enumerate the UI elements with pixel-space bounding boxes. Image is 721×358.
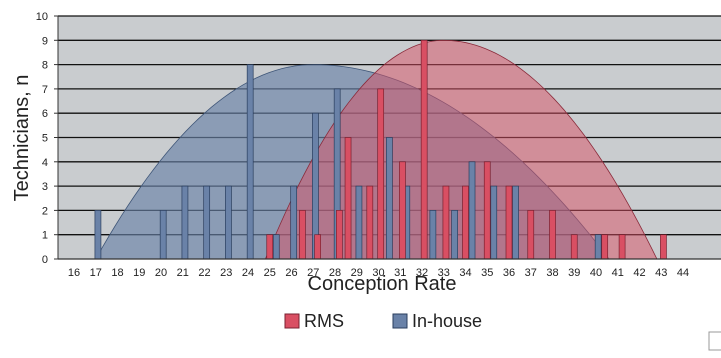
- x-tick-label: 19: [133, 267, 145, 279]
- distribution-curves: [95, 39, 658, 260]
- x-tick-label: 44: [677, 267, 689, 279]
- bar-rms: [344, 137, 352, 260]
- bar-rms: [549, 210, 556, 260]
- bar-rms: [420, 39, 428, 260]
- bar-rms: [442, 185, 450, 260]
- bar-rms: [660, 234, 667, 260]
- x-tick-label: 31: [394, 267, 406, 279]
- bar-rms: [570, 234, 578, 260]
- y-tick-label: 1: [42, 230, 48, 242]
- y-tick-label: 8: [42, 60, 48, 72]
- x-tick-label: 41: [612, 267, 624, 279]
- y-tick-label: 9: [42, 35, 48, 47]
- bar-in-house: [468, 161, 476, 260]
- legend-swatch-rms: [284, 313, 300, 329]
- bar-rms: [399, 161, 406, 260]
- bar-rms: [366, 185, 374, 260]
- y-tick-label: 4: [42, 157, 48, 169]
- bar-in-house: [355, 185, 363, 260]
- bar-in-house: [246, 64, 254, 260]
- legend-label-rms: RMS: [304, 311, 344, 331]
- y-tick-label: 0: [42, 254, 48, 266]
- bar-in-house: [203, 185, 211, 260]
- bar-rms: [527, 210, 535, 260]
- x-tick-label: 24: [242, 267, 254, 279]
- bar-in-house: [594, 234, 602, 260]
- legend: RMS In-house: [284, 311, 482, 331]
- y-tick-label: 3: [42, 181, 48, 193]
- bar-rms: [618, 234, 626, 260]
- x-tick-label: 20: [155, 267, 167, 279]
- bar-in-house: [290, 185, 298, 260]
- bar-rms: [336, 210, 343, 260]
- x-tick-label: 33: [438, 267, 450, 279]
- x-tick-label: 17: [90, 267, 102, 279]
- bar-in-house: [512, 185, 519, 260]
- x-tick-label: 40: [590, 267, 602, 279]
- x-tick-label: 36: [503, 267, 515, 279]
- bar-rms: [601, 234, 609, 260]
- legend-label-in-house: In-house: [412, 311, 482, 331]
- x-tick-label: 25: [264, 267, 276, 279]
- y-tick-labels: 0 1 2 3 4 5 6 7 8 9 10: [36, 11, 58, 266]
- x-tick-label: 22: [198, 267, 210, 279]
- x-tick-label: 23: [220, 267, 232, 279]
- bar-in-house: [451, 210, 458, 260]
- x-tick-label: 29: [351, 267, 363, 279]
- y-tick-label: 2: [42, 205, 48, 217]
- bar-in-house: [386, 137, 393, 260]
- bar-rms: [299, 210, 306, 260]
- y-tick-label: 5: [42, 133, 48, 145]
- x-tick-label: 42: [633, 267, 645, 279]
- x-tick-label: 35: [481, 267, 493, 279]
- bar-in-house: [490, 185, 498, 260]
- bar-in-house: [272, 234, 280, 260]
- bar-in-house: [181, 185, 189, 260]
- bar-rms: [377, 88, 385, 260]
- curve-rms: [264, 39, 658, 260]
- y-axis-label: Technicians, n: [11, 75, 33, 202]
- x-tick-labels: 16 17 18 19 20 21 22 23 24 25 26 27 28 29 30 31 32 33 34 35…: [68, 267, 689, 279]
- bar-in-house: [225, 185, 232, 260]
- x-tick-label: 27: [307, 267, 319, 279]
- x-tick-label: 26: [285, 267, 297, 279]
- bar-rms: [505, 185, 513, 260]
- bar-rms: [266, 234, 274, 260]
- bar-in-house: [159, 210, 167, 260]
- x-axis-label: Conception Rate: [308, 273, 457, 295]
- y-tick-label: 10: [36, 11, 48, 23]
- x-tick-label: 32: [416, 267, 428, 279]
- legend-swatch-in-house: [392, 313, 408, 329]
- bar-rms: [314, 234, 321, 260]
- bar-rms: [462, 185, 469, 260]
- y-tick-label: 6: [42, 108, 48, 120]
- x-tick-label: 37: [525, 267, 537, 279]
- x-tick-label: 28: [329, 267, 341, 279]
- bar-in-house: [429, 210, 437, 260]
- bar-in-house: [94, 210, 102, 260]
- x-tick-label: 18: [111, 267, 123, 279]
- x-tick-label: 30: [372, 267, 384, 279]
- x-tick-label: 43: [655, 267, 667, 279]
- corner-mark: [708, 331, 721, 351]
- bars: [94, 39, 667, 260]
- x-tick-label: 34: [459, 267, 471, 279]
- x-tick-label: 21: [177, 267, 189, 279]
- x-tick-label: 16: [68, 267, 80, 279]
- x-tick-label: 39: [568, 267, 580, 279]
- y-tick-label: 7: [42, 84, 48, 96]
- bar-rms: [483, 161, 491, 260]
- x-tick-label: 38: [546, 267, 558, 279]
